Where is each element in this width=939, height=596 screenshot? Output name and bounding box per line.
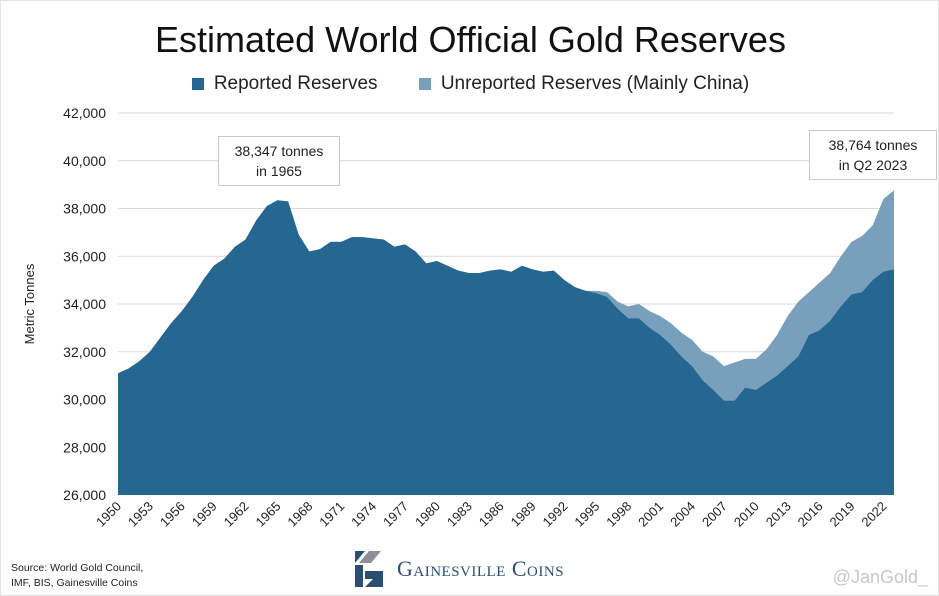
x-tick-label: 1986 [476,499,507,530]
author-handle: @JanGold_ [832,567,928,587]
x-tick-label: 2013 [763,499,794,530]
x-tick-label: 1977 [380,499,411,530]
x-tick-label: 1962 [221,499,252,530]
y-tick-label: 34,000 [63,296,106,312]
legend-item-reported: Reported Reserves [191,73,378,95]
x-tick-label: 1956 [157,499,188,530]
x-tick-label: 1989 [508,499,539,530]
legend-swatch [191,78,204,90]
x-tick-label: 2004 [667,499,698,530]
source-line: Source: World Gold Council, [11,562,144,574]
y-tick-label: 38,000 [63,201,106,217]
x-tick-label: 1965 [253,499,284,530]
annotation-text: in 1965 [256,163,302,179]
legend-label: Unreported Reserves (Mainly China) [440,73,750,94]
x-tick-label: 2007 [699,499,730,530]
x-tick-label: 2019 [827,499,858,530]
x-tick-label: 1974 [348,499,379,530]
y-tick-label: 32,000 [63,344,106,360]
y-tick-label: 40,000 [63,153,106,169]
x-tick-label: 1968 [284,499,315,530]
x-tick-label: 1971 [316,499,347,530]
x-tick-label: 1953 [125,499,156,530]
x-tick-label: 1995 [571,499,602,530]
x-tick-label: 2001 [635,499,666,530]
y-tick-label: 30,000 [63,392,106,408]
annotation-text: 38,347 tonnes [234,143,324,159]
y-tick-label: 42,000 [63,105,106,121]
area-reported-reserves [118,200,894,495]
x-tick-label: 1980 [412,499,443,530]
y-axis-label: Metric Tonnes [22,263,37,344]
x-tick-label: 1998 [603,499,634,530]
brand-logo: Gainesville Coins [351,549,564,589]
x-tick-label: 1983 [444,499,475,530]
y-tick-label: 26,000 [63,487,106,503]
brand-name: Gainesville Coins [397,556,565,581]
source-note: Source: World Gold Council, IMF, BIS, Ga… [11,561,211,591]
legend: Reported Reserves Unreported Reserves (M… [1,73,938,96]
x-tick-label: 2010 [731,499,762,530]
annotation-2023: 38,764 tonnes in Q2 2023 [809,130,937,180]
legend-label: Reported Reserves [213,73,378,94]
annotation-text: in Q2 2023 [838,157,908,173]
x-tick-label: 2016 [795,499,826,530]
logo-icon [355,551,383,587]
x-tick-label: 2022 [858,499,889,530]
y-tick-label: 36,000 [63,248,106,264]
annotation-1965-peak: 38,347 tonnes in 1965 [218,136,340,186]
legend-item-unreported: Unreported Reserves (Mainly China) [418,73,750,95]
x-tick-label: 1959 [189,499,220,530]
x-tick-label: 1950 [93,499,124,530]
source-line: IMF, BIS, Gainesville Coins [11,577,138,589]
chart-title: Estimated World Official Gold Reserves [155,19,786,60]
legend-swatch [418,78,431,90]
y-tick-label: 28,000 [63,439,106,455]
annotation-text: 38,764 tonnes [828,137,918,153]
x-tick-label: 1992 [540,499,571,530]
